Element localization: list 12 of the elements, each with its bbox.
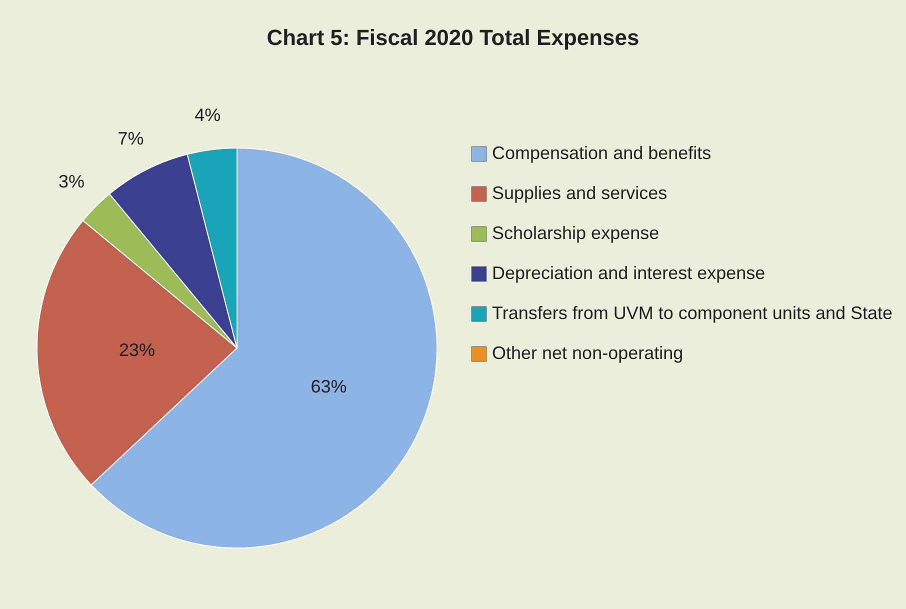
data-label: 4% [194, 104, 221, 125]
legend-label: Scholarship expense [492, 223, 660, 243]
data-label: 63% [310, 376, 347, 397]
chart-title: Chart 5: Fiscal 2020 Total Expenses [266, 25, 640, 50]
legend-label: Supplies and services [492, 183, 668, 203]
data-label: 23% [119, 340, 156, 360]
legend-label: Depreciation and interest expense [492, 263, 766, 283]
data-label: 3% [58, 172, 85, 192]
legend-label: Other net non-operating [492, 343, 684, 363]
legend-label: Transfers from UVM to component units and State [492, 303, 893, 323]
legend-label: Compensation and benefits [492, 143, 712, 163]
data-label: 7% [118, 128, 144, 149]
